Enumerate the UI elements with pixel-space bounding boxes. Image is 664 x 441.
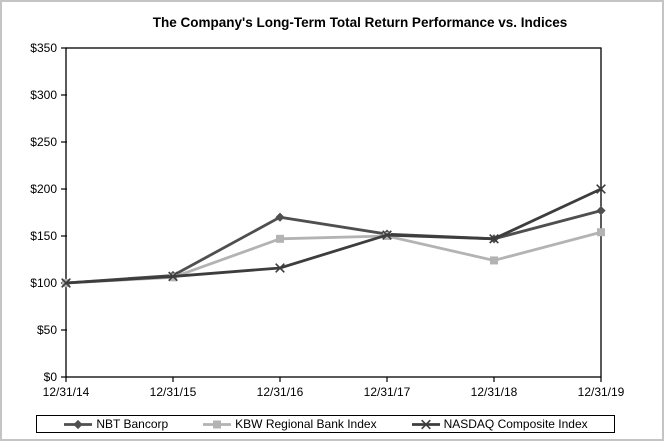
plot-border <box>65 47 602 378</box>
x-axis-tick-label: 12/31/17 <box>364 385 411 399</box>
legend-marker <box>420 419 431 429</box>
y-axis-tick-label: $200 <box>30 182 57 196</box>
data-point-marker <box>382 230 392 240</box>
legend-item-nbt-bancorp: NBT Bancorp <box>63 417 168 431</box>
legend-label: NBT Bancorp <box>96 417 169 431</box>
data-point-marker <box>61 278 71 288</box>
series-line-1 <box>64 230 603 285</box>
x-axis-tick-label: 12/31/14 <box>43 385 90 399</box>
legend-item-nasdaq-composite-index: NASDAQ Composite Index <box>411 417 588 431</box>
diamond-marker-icon <box>64 419 93 429</box>
x-marker-icon <box>411 419 440 429</box>
y-axis-tick-label: $250 <box>30 135 57 149</box>
x-axis-tick-label: 12/31/18 <box>471 385 518 399</box>
data-point-marker <box>489 233 499 244</box>
data-point-marker <box>276 234 284 243</box>
x-axis-tick-label: 12/31/16 <box>257 385 304 399</box>
chart-title: The Company's Long-Term Total Return Per… <box>153 15 568 30</box>
square-marker-icon <box>203 420 232 428</box>
series-line-2 <box>64 187 603 285</box>
data-point-marker <box>168 271 178 282</box>
legend-marker <box>213 420 222 428</box>
legend: NBT Bancorp KBW Regional Bank Index NASD… <box>36 415 615 433</box>
x-axis-tick-label: 12/31/15 <box>150 385 197 399</box>
legend-label: KBW Regional Bank Index <box>235 417 377 431</box>
data-point-marker <box>490 256 498 265</box>
data-point-marker <box>597 228 605 237</box>
y-axis-tick-label: $50 <box>37 323 57 337</box>
legend-label: NASDAQ Composite Index <box>443 417 588 431</box>
data-point-marker <box>596 184 606 194</box>
data-point-marker <box>275 263 285 273</box>
y-axis-tick-label: $350 <box>30 41 57 55</box>
y-axis-tick-label: $150 <box>30 229 57 243</box>
y-axis-tick-label: $0 <box>44 370 58 384</box>
x-axis-tick-label: 12/31/19 <box>578 385 625 399</box>
y-axis-tick-label: $100 <box>30 276 57 290</box>
data-point-marker <box>275 212 285 222</box>
y-axis-tick-label: $300 <box>30 88 57 102</box>
legend-marker <box>73 419 83 429</box>
series-line-0 <box>64 209 603 285</box>
legend-item-kbw-regional-bank-index: KBW Regional Bank Index <box>202 417 377 431</box>
data-point-marker <box>596 206 606 216</box>
